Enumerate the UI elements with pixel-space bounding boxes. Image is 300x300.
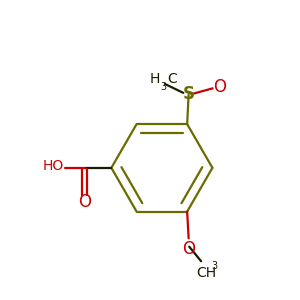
- Text: O: O: [213, 78, 226, 96]
- Text: HO: HO: [43, 159, 64, 173]
- Text: CH: CH: [196, 266, 217, 280]
- Text: H: H: [150, 73, 160, 86]
- Text: 3: 3: [211, 261, 217, 271]
- Text: O: O: [182, 240, 195, 258]
- Text: C: C: [167, 73, 177, 86]
- Text: 3: 3: [160, 82, 166, 92]
- Text: S: S: [183, 85, 195, 103]
- Text: O: O: [78, 193, 91, 211]
